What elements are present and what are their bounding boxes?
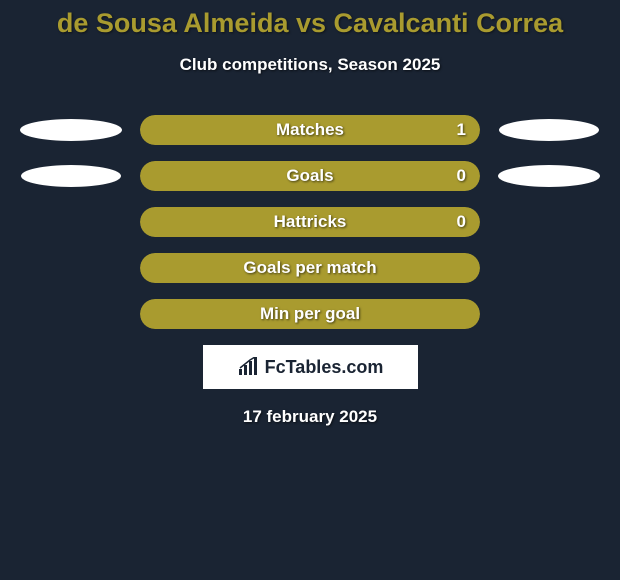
stat-row: Matches 1: [0, 115, 620, 145]
stat-rows: Matches 1 Goals 0 Hattricks 0 Goals per match M…: [0, 115, 620, 329]
stat-bar: Goals 0: [140, 161, 480, 191]
stat-row: Hattricks 0: [0, 207, 620, 237]
stat-label: Min per goal: [260, 304, 360, 324]
stat-value: 1: [457, 120, 466, 140]
stat-bar: Goals per match: [140, 253, 480, 283]
stat-label: Hattricks: [274, 212, 347, 232]
left-ellipse: [20, 119, 122, 141]
stat-label: Goals: [286, 166, 333, 186]
logo-text: FcTables.com: [265, 357, 384, 378]
logo-box: FcTables.com: [203, 345, 418, 389]
right-ellipse: [498, 165, 600, 187]
stat-label: Goals per match: [243, 258, 376, 278]
stat-bar: Min per goal: [140, 299, 480, 329]
stat-value: 0: [457, 166, 466, 186]
stat-bar: Hattricks 0: [140, 207, 480, 237]
page-title: de Sousa Almeida vs Cavalcanti Correa: [0, 0, 620, 39]
stat-label: Matches: [276, 120, 344, 140]
stat-value: 0: [457, 212, 466, 232]
right-ellipse: [499, 119, 599, 141]
page-subtitle: Club competitions, Season 2025: [0, 55, 620, 75]
stat-bar: Matches 1: [140, 115, 480, 145]
stat-row: Goals 0: [0, 161, 620, 191]
chart-icon: [237, 357, 261, 377]
date-text: 17 february 2025: [0, 407, 620, 427]
stat-row: Goals per match: [0, 253, 620, 283]
left-ellipse: [21, 165, 121, 187]
stat-row: Min per goal: [0, 299, 620, 329]
